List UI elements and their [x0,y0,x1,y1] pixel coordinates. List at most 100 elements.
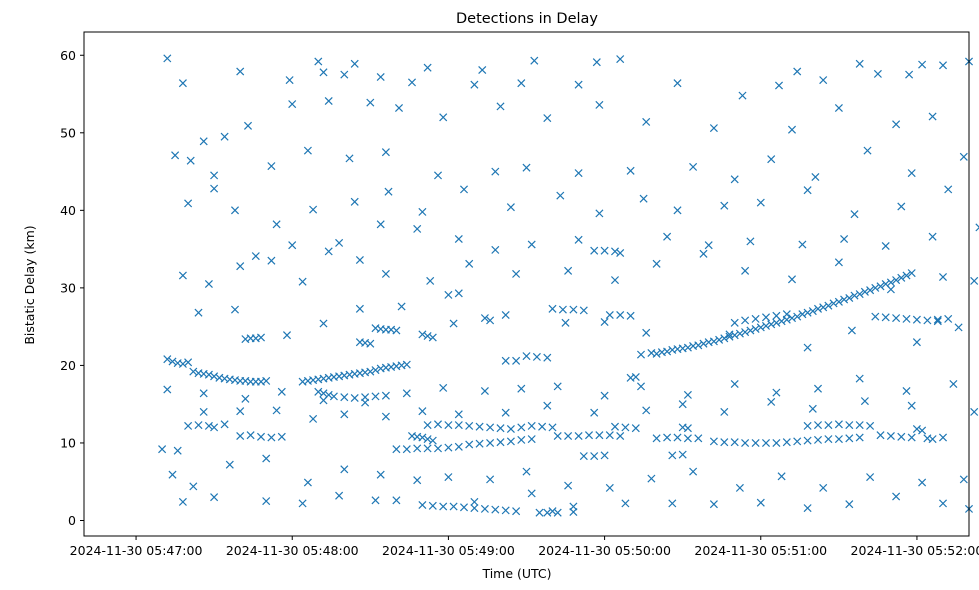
data-point [824,435,833,444]
data-point [527,421,536,430]
data-point [486,316,495,325]
data-point [439,113,448,122]
data-point [678,400,687,409]
data-point [236,67,245,76]
data-point [449,319,458,328]
data-point [512,356,521,365]
data-point [532,352,541,361]
data-point [855,59,864,68]
data-point [725,330,734,339]
data-point [392,445,401,454]
data-point [475,422,484,431]
data-point [199,407,208,416]
data-point [335,491,344,500]
data-point [574,235,583,244]
data-point [522,352,531,361]
data-point [590,246,599,255]
x-tick-label: 2024-11-30 05:51:00 [694,543,827,558]
data-point [381,391,390,400]
data-point [371,366,380,375]
data-point [272,406,281,415]
data-point [444,421,453,430]
data-point [569,502,578,511]
data-point [423,331,432,341]
data-point [350,197,359,206]
data-point [938,499,948,508]
data-point [428,436,437,445]
data-point [470,504,479,513]
data-point [553,508,562,517]
data-point [407,78,417,87]
data-point [444,290,453,299]
data-point [433,171,443,180]
data-point [501,356,510,365]
data-point [897,432,906,441]
data-point [285,76,294,85]
data-point [543,353,552,362]
data-point [470,497,479,506]
data-point [340,70,349,79]
data-point [892,492,901,501]
data-point [210,184,219,193]
data-point [912,424,921,434]
data-point [902,314,911,323]
data-point [605,310,614,320]
data-point [933,317,942,326]
data-point [433,444,443,453]
data-point [876,282,885,291]
data-point [600,451,609,460]
y-tick-label: 20 [60,358,76,373]
data-point [767,320,776,329]
data-point [345,154,354,163]
data-point [381,269,390,278]
data-point [819,76,828,85]
data-point [184,358,193,367]
data-point [288,241,297,250]
data-point [277,387,286,396]
data-point [907,433,916,442]
data-point [631,424,640,433]
data-point [673,79,682,88]
data-point [767,397,776,406]
data-point [454,410,463,419]
data-point [402,360,411,369]
data-point [158,445,167,454]
data-point [751,324,760,334]
data-point [194,421,203,430]
data-point [709,337,718,346]
data-point [897,202,906,211]
data-point [813,304,823,313]
data-point [866,421,875,430]
data-point [376,220,385,229]
data-point [642,117,651,126]
data-point [491,245,500,254]
data-point [548,423,557,432]
data-point [793,312,802,321]
data-point [522,163,531,172]
data-point [694,434,703,443]
data-point [189,367,198,376]
data-point [845,500,854,509]
data-point [639,194,648,203]
data-point [413,444,422,453]
data-point [256,333,266,342]
data-point [262,376,271,385]
data-point [478,65,487,75]
data-point [230,206,240,215]
data-point [512,269,521,278]
data-point [402,389,411,398]
data-point [928,435,937,444]
data-point [376,72,385,82]
data-point [225,460,234,469]
data-point [355,255,364,265]
data-point [350,393,359,403]
data-point [772,438,781,448]
data-point [725,332,734,341]
data-point [738,91,747,100]
data-point [324,96,333,106]
data-point [610,276,620,285]
y-tick-label: 50 [60,125,76,140]
data-point [163,355,172,364]
data-point [610,247,620,256]
